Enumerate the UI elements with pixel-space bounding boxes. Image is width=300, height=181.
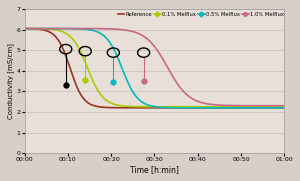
Line: 0.1% Melflux: 0.1% Melflux xyxy=(25,29,284,107)
Line: Reference: Reference xyxy=(25,29,284,108)
0.5% Melflux xyxy=(180,107,184,109)
0.1% Melflux xyxy=(39,28,42,30)
Legend: Reference, 0.1% Melflux, 0.5% Melflux, 1.0% Melflux: Reference, 0.1% Melflux, 0.5% Melflux, 1… xyxy=(118,12,284,17)
Reference xyxy=(246,107,250,109)
Reference xyxy=(23,28,26,30)
0.1% Melflux xyxy=(282,106,286,108)
0.1% Melflux xyxy=(174,106,177,108)
Reference xyxy=(174,107,177,109)
0.5% Melflux xyxy=(23,28,26,30)
1.0% Melflux xyxy=(180,89,184,91)
Reference xyxy=(188,107,192,109)
1.0% Melflux xyxy=(23,28,26,30)
Line: 0.5% Melflux: 0.5% Melflux xyxy=(25,29,284,108)
1.0% Melflux xyxy=(220,104,223,106)
1.0% Melflux xyxy=(282,105,286,107)
Reference xyxy=(180,107,184,109)
Reference xyxy=(220,107,223,109)
0.5% Melflux xyxy=(246,107,250,109)
0.5% Melflux xyxy=(188,107,192,109)
Y-axis label: Conductivity [mS/cm]: Conductivity [mS/cm] xyxy=(7,43,14,119)
1.0% Melflux xyxy=(174,80,177,82)
0.5% Melflux xyxy=(174,107,177,109)
0.1% Melflux xyxy=(188,106,192,108)
0.5% Melflux xyxy=(39,28,42,30)
0.1% Melflux xyxy=(180,106,184,108)
Reference xyxy=(282,107,286,109)
1.0% Melflux xyxy=(39,28,42,30)
0.1% Melflux xyxy=(23,28,26,30)
0.5% Melflux xyxy=(220,107,223,109)
Reference xyxy=(39,28,42,31)
1.0% Melflux xyxy=(188,96,192,98)
1.0% Melflux xyxy=(246,105,250,107)
X-axis label: Time [h:min]: Time [h:min] xyxy=(130,165,179,174)
0.5% Melflux xyxy=(282,107,286,109)
Line: 1.0% Melflux: 1.0% Melflux xyxy=(25,29,284,106)
0.1% Melflux xyxy=(220,106,223,108)
0.1% Melflux xyxy=(246,106,250,108)
